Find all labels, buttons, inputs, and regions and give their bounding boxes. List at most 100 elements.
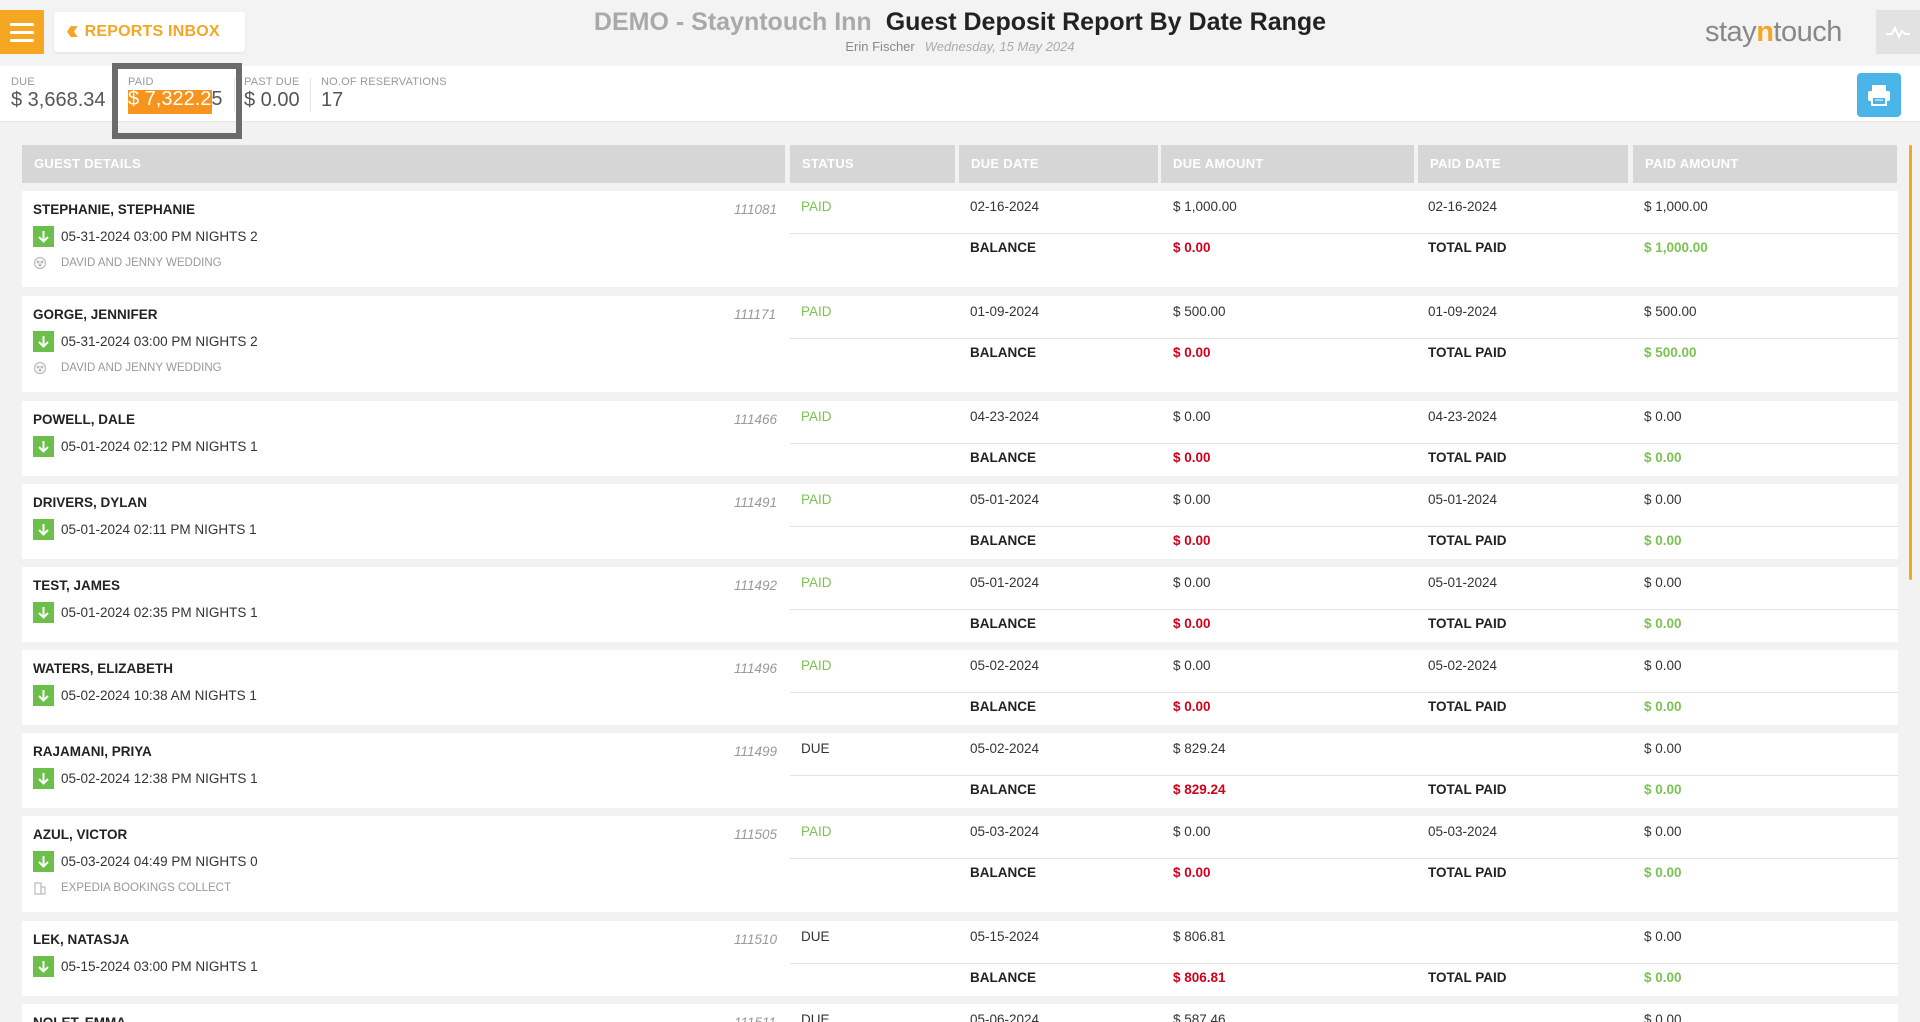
- balance-label: BALANCE: [970, 782, 1036, 797]
- balance-amount: $ 829.24: [1173, 782, 1226, 797]
- balance-amount: $ 0.00: [1173, 533, 1211, 548]
- guest-name[interactable]: POWELL, DALE: [33, 412, 135, 427]
- total-paid-amount: $ 0.00: [1644, 533, 1682, 548]
- paid-date: 02-16-2024: [1428, 199, 1498, 214]
- col-status[interactable]: STATUS: [790, 145, 955, 183]
- paid-amount: $ 0.00: [1644, 1012, 1682, 1022]
- arrival-icon: [33, 331, 54, 352]
- table-row[interactable]: GORGE, JENNIFER 111171 05-31-2024 03:00 PM…: [22, 296, 1898, 392]
- due-amount: $ 1,000.00: [1173, 199, 1237, 214]
- confirmation-number: 111491: [734, 495, 778, 510]
- total-paid-label: TOTAL PAID: [1428, 240, 1507, 255]
- balance-amount: $ 0.00: [1173, 450, 1211, 465]
- arrival-icon: [33, 851, 54, 872]
- table-row[interactable]: DRIVERS, DYLAN 111491 05-01-2024 02:11 PM …: [22, 484, 1898, 559]
- balance-label: BALANCE: [970, 450, 1036, 465]
- due-amount: $ 0.00: [1173, 824, 1211, 839]
- arrival-info: 05-02-2024 10:38 AM NIGHTS 1: [33, 685, 257, 706]
- print-button[interactable]: [1857, 73, 1901, 117]
- col-due-amount[interactable]: DUE AMOUNT: [1161, 145, 1414, 183]
- total-paid-label: TOTAL PAID: [1428, 616, 1507, 631]
- table-row[interactable]: TEST, JAMES 111492 05-01-2024 02:35 PM NIG…: [22, 567, 1898, 642]
- confirmation-number: 111499: [734, 744, 778, 759]
- guest-name[interactable]: WATERS, ELIZABETH: [33, 661, 173, 676]
- arrival-icon: [33, 685, 54, 706]
- due-amount: $ 829.24: [1173, 741, 1226, 756]
- due-date: 05-01-2024: [970, 492, 1040, 507]
- balance-label: BALANCE: [970, 240, 1036, 255]
- paid-amount: $ 0.00: [1644, 929, 1682, 944]
- table-row[interactable]: AZUL, VICTOR 111505 05-03-2024 04:49 PM NI…: [22, 816, 1898, 912]
- balance-amount: $ 806.81: [1173, 970, 1226, 985]
- total-paid-label: TOTAL PAID: [1428, 865, 1507, 880]
- col-guest-details[interactable]: GUEST DETAILS: [22, 145, 785, 183]
- arrival-icon: [33, 519, 54, 540]
- table-row[interactable]: RAJAMANI, PRIYA 111499 05-02-2024 12:38 PM…: [22, 733, 1898, 808]
- table-row[interactable]: POWELL, DALE 111466 05-01-2024 02:12 PM NI…: [22, 401, 1898, 476]
- guest-name[interactable]: GORGE, JENNIFER: [33, 307, 158, 322]
- table-row[interactable]: WATERS, ELIZABETH 111496 05-02-2024 10:38 …: [22, 650, 1898, 725]
- top-bar: ‹‹ REPORTS INBOX DEMO - Stayntouch Inn Gu…: [0, 0, 1920, 66]
- group-icon: [33, 256, 47, 270]
- printer-icon: [1868, 85, 1890, 106]
- col-paid-amount[interactable]: PAID AMOUNT: [1633, 145, 1897, 183]
- due-date: 01-09-2024: [970, 304, 1040, 319]
- total-paid-amount: $ 0.00: [1644, 699, 1682, 714]
- guest-name[interactable]: RAJAMANI, PRIYA: [33, 744, 152, 759]
- arrival-info: 05-01-2024 02:11 PM NIGHTS 1: [33, 519, 257, 540]
- paid-amount: $ 500.00: [1644, 304, 1697, 319]
- menu-button[interactable]: [0, 10, 44, 54]
- table-row[interactable]: LEK, NATASJA 111510 05-15-2024 03:00 PM NI…: [22, 921, 1898, 996]
- paid-date: 05-01-2024: [1428, 492, 1498, 507]
- status-badge: PAID: [801, 199, 832, 214]
- scrollbar[interactable]: [1909, 145, 1912, 580]
- guest-name[interactable]: AZUL, VICTOR: [33, 827, 128, 842]
- col-paid-date[interactable]: PAID DATE: [1418, 145, 1628, 183]
- table-row[interactable]: STEPHANIE, STEPHANIE 111081 05-31-2024 03:…: [22, 191, 1898, 287]
- reports-inbox-button[interactable]: ‹‹ REPORTS INBOX: [54, 12, 245, 52]
- status-badge: DUE: [801, 1012, 830, 1022]
- guest-name[interactable]: TEST, JAMES: [33, 578, 121, 593]
- paid-total-selection: [128, 90, 212, 114]
- paid-date: 04-23-2024: [1428, 409, 1498, 424]
- activity-icon: [1886, 25, 1910, 40]
- paid-date: 05-02-2024: [1428, 658, 1498, 673]
- confirmation-number: 111492: [734, 578, 778, 593]
- guest-name[interactable]: STEPHANIE, STEPHANIE: [33, 202, 196, 217]
- arrival-icon: [33, 768, 54, 789]
- arrival-info: 05-31-2024 03:00 PM NIGHTS 2: [33, 226, 258, 247]
- confirmation-number: 111081: [734, 202, 778, 217]
- arrival-icon: [33, 602, 54, 623]
- arrival-info: 05-31-2024 03:00 PM NIGHTS 2: [33, 331, 258, 352]
- arrival-info: 05-01-2024 02:12 PM NIGHTS 1: [33, 436, 258, 457]
- status-badge: DUE: [801, 741, 830, 756]
- reservations-count: 17: [321, 89, 344, 111]
- guest-name[interactable]: NOLET, EMMA: [33, 1015, 126, 1022]
- paid-highlight-frame: [112, 63, 242, 139]
- due-amount: $ 0.00: [1173, 409, 1211, 424]
- due-amount: $ 587.46: [1173, 1012, 1226, 1022]
- summary-bar: DUE $ 3,668.34 PAID . PAST DUE $ 0.00 NO…: [0, 66, 1920, 122]
- balance-label: BALANCE: [970, 970, 1036, 985]
- paid-summary: PAID .: [128, 76, 154, 88]
- guest-name[interactable]: DRIVERS, DYLAN: [33, 495, 148, 510]
- paid-total[interactable]: $ 7,322.25: [128, 88, 223, 110]
- total-paid-amount: $ 0.00: [1644, 865, 1682, 880]
- arrival-info: 05-01-2024 02:35 PM NIGHTS 1: [33, 602, 258, 623]
- due-amount: $ 0.00: [1173, 492, 1211, 507]
- table-row[interactable]: NOLET, EMMA 111511 DUE 05-06-2024 $ 587.46 $ …: [22, 1004, 1898, 1022]
- due-amount: $ 0.00: [1173, 575, 1211, 590]
- status-badge: PAID: [801, 575, 832, 590]
- paid-date: 05-01-2024: [1428, 575, 1498, 590]
- report-date: Wednesday, 15 May 2024: [924, 39, 1075, 54]
- due-date: 04-23-2024: [970, 409, 1040, 424]
- activity-button[interactable]: [1876, 10, 1920, 54]
- due-date: 05-03-2024: [970, 824, 1040, 839]
- due-date: 05-15-2024: [970, 929, 1040, 944]
- col-due-date[interactable]: DUE DATE: [959, 145, 1158, 183]
- paid-date: 05-03-2024: [1428, 824, 1498, 839]
- group-info: DAVID AND JENNY WEDDING: [33, 361, 222, 375]
- guest-name[interactable]: LEK, NATASJA: [33, 932, 130, 947]
- past-due-summary: PAST DUE $ 0.00: [244, 76, 300, 111]
- arrival-info: 05-03-2024 04:49 PM NIGHTS 0: [33, 851, 258, 872]
